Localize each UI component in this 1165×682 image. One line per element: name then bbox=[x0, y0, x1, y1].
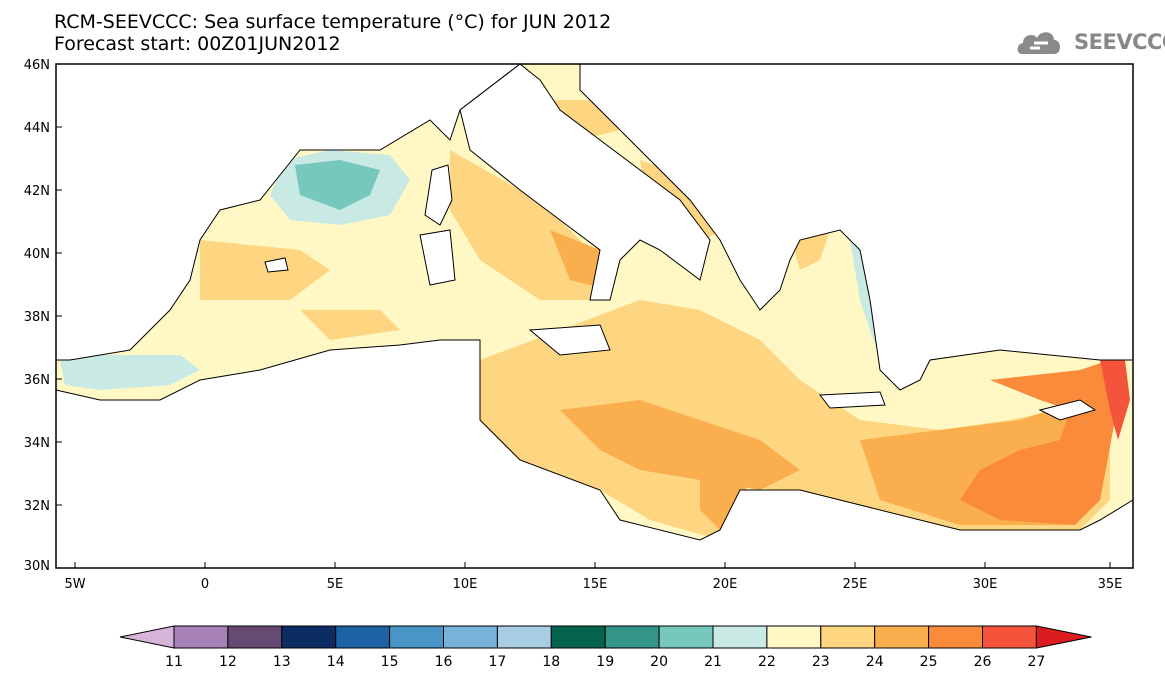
colorbar-level-label: 14 bbox=[327, 654, 345, 670]
lat-axis: 46N 44N 42N 40N 38N 36N 34N 32N 30N bbox=[24, 58, 62, 574]
colorbar-box bbox=[604, 625, 660, 649]
colorbar-box bbox=[982, 625, 1037, 649]
lon-tick-label: 15E bbox=[583, 577, 608, 592]
colorbar-box bbox=[335, 625, 391, 649]
lat-tick-label: 38N bbox=[24, 310, 50, 325]
colorbar-level-label: 11 bbox=[165, 654, 183, 670]
lon-tick-label: 30E bbox=[973, 577, 998, 592]
lon-tick-label: 35E bbox=[1098, 577, 1123, 592]
colorbar-level-label: 18 bbox=[542, 654, 560, 670]
colorbar-box bbox=[496, 625, 552, 649]
colorbar-box bbox=[173, 625, 229, 649]
sst-map: 46N 44N 42N 40N 38N 36N 34N 32N 30N 5W 0… bbox=[24, 58, 1134, 592]
sst-27-region bbox=[1100, 360, 1130, 440]
colorbar-box bbox=[712, 625, 768, 649]
lat-tick-label: 46N bbox=[24, 58, 50, 73]
lon-tick-label: 10E bbox=[453, 577, 478, 592]
colorbar-box bbox=[658, 625, 714, 649]
lon-tick-label: 0 bbox=[201, 577, 209, 592]
map-title: RCM-SEEVCCC: Sea surface temperature (°C… bbox=[54, 11, 612, 33]
colorbar-level-label: 19 bbox=[596, 654, 614, 670]
colorbar-box bbox=[443, 625, 498, 649]
colorbar-level-label: 20 bbox=[650, 654, 668, 670]
colorbar-level-label: 16 bbox=[435, 654, 453, 670]
colorbar-boxes bbox=[119, 625, 1092, 649]
lat-tick-label: 36N bbox=[24, 373, 50, 388]
lat-tick-label: 32N bbox=[24, 499, 50, 514]
colorbar-level-label: 12 bbox=[219, 654, 237, 670]
lat-tick-label: 42N bbox=[24, 184, 50, 199]
lat-tick-label: 34N bbox=[24, 436, 50, 451]
forecast-start-subtitle: Forecast start: 00Z01JUN2012 bbox=[54, 33, 341, 55]
colorbar-box bbox=[281, 625, 337, 649]
colorbar-level-label: 23 bbox=[812, 654, 830, 670]
lat-tick-label: 40N bbox=[24, 247, 50, 262]
colorbar-level-label: 27 bbox=[1027, 654, 1045, 670]
colorbar-level-label: 25 bbox=[920, 654, 938, 670]
lon-tick-label: 20E bbox=[713, 577, 738, 592]
lat-tick-label: 44N bbox=[24, 121, 50, 136]
lat-tick-label: 30N bbox=[24, 559, 50, 574]
colorbar-low-arrow bbox=[119, 625, 175, 649]
lon-axis: 5W 0 5E 10E 15E 20E 25E 30E 35E bbox=[64, 562, 1122, 592]
lon-tick-label: 5E bbox=[327, 577, 344, 592]
colorbar-level-label: 22 bbox=[758, 654, 776, 670]
colorbar-level-label: 15 bbox=[381, 654, 399, 670]
colorbar-box bbox=[766, 625, 822, 649]
colorbar-level-label: 21 bbox=[704, 654, 722, 670]
sst-21-region bbox=[295, 160, 380, 210]
colorbar-high-arrow bbox=[1035, 625, 1092, 649]
seevccc-logo-text: SEEVCCC bbox=[1074, 30, 1165, 54]
colorbar-level-label: 17 bbox=[488, 654, 506, 670]
colorbar-level-label: 24 bbox=[866, 654, 884, 670]
colorbar-box bbox=[874, 625, 930, 649]
colorbar-box bbox=[389, 625, 445, 649]
colorbar-box bbox=[227, 625, 283, 649]
lon-tick-label: 25E bbox=[843, 577, 868, 592]
colorbar-labels: 11 12 13 14 15 16 17 18 19 20 21 22 23 24 25 26 27 bbox=[165, 654, 1045, 670]
colorbar-box bbox=[928, 625, 983, 649]
cloud-logo-icon bbox=[1017, 32, 1060, 54]
colorbar-level-label: 26 bbox=[974, 654, 992, 670]
land-masses bbox=[55, 63, 1134, 569]
colorbar-box bbox=[820, 625, 876, 649]
lon-tick-label: 5W bbox=[64, 577, 85, 592]
colorbar-box bbox=[550, 625, 606, 649]
colorbar-level-label: 13 bbox=[273, 654, 291, 670]
